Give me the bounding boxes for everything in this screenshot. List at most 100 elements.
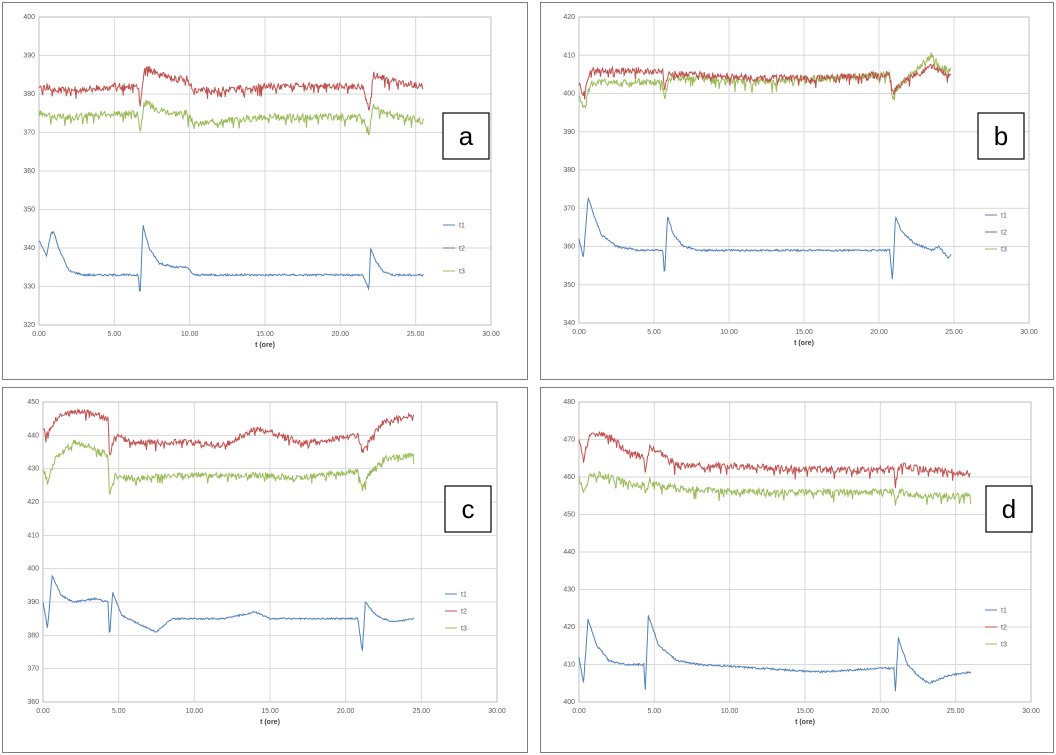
x-tick-label: 15.00 bbox=[261, 708, 279, 715]
series-line-t2 bbox=[42, 407, 415, 456]
chart-svg-a: 320 330 340 350 360 370 380 390 400 0.00 5.00 10.00… bbox=[23, 14, 500, 349]
panel-letter: d bbox=[1002, 494, 1016, 524]
y-tick-label: 380 bbox=[563, 167, 575, 174]
legend-label-t3: t3 bbox=[1001, 642, 1007, 649]
x-tick-label: 0.00 bbox=[36, 708, 50, 715]
chart-panel-a: 320 330 340 350 360 370 380 390 400 0.00 5.00 10.00… bbox=[2, 2, 528, 380]
y-tick-label: 460 bbox=[563, 474, 575, 481]
series-line-t3 bbox=[578, 52, 952, 110]
series-line-t2 bbox=[578, 63, 952, 100]
x-tick-label: 15.00 bbox=[795, 329, 813, 336]
x-tick-label: 30.00 bbox=[488, 708, 506, 715]
panel-letter: c bbox=[462, 494, 475, 524]
series-line-t3 bbox=[42, 439, 415, 496]
chart-svg-d: 400 410 420 430 440 450 460 470 480 0.00 5.00 10.00… bbox=[563, 399, 1040, 726]
y-tick-label: 400 bbox=[23, 14, 35, 21]
plot-area bbox=[38, 16, 492, 326]
y-tick-label: 470 bbox=[563, 437, 575, 444]
series-line-t3 bbox=[578, 471, 972, 506]
y-tick-label: 430 bbox=[563, 587, 575, 594]
y-tick-label: 330 bbox=[23, 284, 35, 291]
y-tick-label: 320 bbox=[23, 322, 35, 329]
y-tick-label: 450 bbox=[27, 399, 39, 406]
x-tick-label: 15.00 bbox=[256, 331, 274, 338]
x-tick-label: 20.00 bbox=[332, 331, 350, 338]
legend-label-t1: t1 bbox=[459, 223, 465, 230]
legend-label-t3: t3 bbox=[459, 269, 465, 276]
series-line-t2 bbox=[38, 65, 424, 111]
series-line-t1 bbox=[42, 575, 415, 651]
x-tick-label: 10.00 bbox=[186, 708, 204, 715]
x-tick-label: 25.00 bbox=[407, 331, 425, 338]
legend-label-t1: t1 bbox=[1001, 213, 1007, 220]
x-tick-label: 30.00 bbox=[1022, 708, 1040, 715]
x-tick-label: 30.00 bbox=[482, 331, 500, 338]
y-tick-label: 480 bbox=[563, 399, 575, 406]
y-tick-label: 370 bbox=[563, 205, 575, 212]
y-tick-label: 440 bbox=[563, 549, 575, 556]
x-tick-label: 15.00 bbox=[796, 708, 814, 715]
panel-letter-box bbox=[442, 112, 490, 160]
x-tick-label: 25.00 bbox=[945, 329, 963, 336]
panel-letter-box bbox=[985, 485, 1033, 533]
x-tick-label: 5.00 bbox=[112, 708, 126, 715]
series-line-t1 bbox=[578, 196, 952, 280]
x-tick-label: 20.00 bbox=[872, 708, 890, 715]
y-tick-label: 390 bbox=[563, 129, 575, 136]
y-tick-label: 440 bbox=[27, 432, 39, 439]
legend-label-t1: t1 bbox=[1001, 608, 1007, 615]
legend-label-t2: t2 bbox=[1001, 625, 1007, 632]
plot-area bbox=[578, 16, 1030, 324]
plot-area bbox=[578, 401, 1032, 703]
y-tick-label: 360 bbox=[27, 699, 39, 706]
panel-letter-box bbox=[444, 485, 492, 533]
x-tick-label: 20.00 bbox=[870, 329, 888, 336]
x-tick-label: 0.00 bbox=[32, 331, 46, 338]
panel-letter: b bbox=[994, 121, 1008, 151]
series-line-t3 bbox=[38, 99, 424, 136]
y-tick-label: 400 bbox=[563, 91, 575, 98]
y-tick-label: 410 bbox=[27, 532, 39, 539]
x-tick-label: 10.00 bbox=[721, 708, 739, 715]
chart-svg-c: 360 370 380 390 400 410 420 430 440 450 0.00 5.00 10… bbox=[27, 399, 506, 726]
y-tick-label: 420 bbox=[563, 624, 575, 631]
y-tick-label: 390 bbox=[23, 53, 35, 60]
plot-area bbox=[42, 401, 498, 703]
y-tick-label: 400 bbox=[27, 566, 39, 573]
x-tick-label: 25.00 bbox=[947, 708, 965, 715]
y-tick-label: 390 bbox=[27, 599, 39, 606]
chart-panel-d: 400 410 420 430 440 450 460 470 480 0.00 5.00 10.00… bbox=[540, 387, 1054, 753]
x-axis-label: t (ore) bbox=[795, 719, 815, 726]
x-tick-label: 5.00 bbox=[648, 708, 662, 715]
y-tick-label: 360 bbox=[23, 168, 35, 175]
chart-panel-b: 340 350 360 370 380 390 400 410 420 0.00 5.00 10.00… bbox=[540, 2, 1054, 380]
y-tick-label: 380 bbox=[23, 91, 35, 98]
x-tick-label: 0.00 bbox=[572, 329, 586, 336]
x-tick-label: 10.00 bbox=[720, 329, 738, 336]
x-tick-label: 5.00 bbox=[108, 331, 122, 338]
x-tick-label: 25.00 bbox=[413, 708, 431, 715]
x-tick-label: 20.00 bbox=[337, 708, 355, 715]
x-tick-label: 10.00 bbox=[181, 331, 199, 338]
series-line-t1 bbox=[38, 225, 424, 292]
x-tick-label: 30.00 bbox=[1020, 329, 1038, 336]
y-tick-label: 340 bbox=[563, 320, 575, 327]
y-tick-label: 350 bbox=[563, 282, 575, 289]
y-tick-label: 350 bbox=[23, 207, 35, 214]
chart-svg-b: 340 350 360 370 380 390 400 410 420 0.00 5.00 10.00… bbox=[563, 14, 1038, 347]
chart-panel-c: 360 370 380 390 400 410 420 430 440 450 0.00 5.00 10… bbox=[2, 387, 528, 753]
series-line-t1 bbox=[578, 615, 972, 692]
x-tick-label: 5.00 bbox=[647, 329, 661, 336]
legend-label-t2: t2 bbox=[1001, 230, 1007, 237]
legend-label-t2: t2 bbox=[461, 609, 467, 616]
y-tick-label: 420 bbox=[563, 14, 575, 21]
y-tick-label: 410 bbox=[563, 52, 575, 59]
y-tick-label: 370 bbox=[23, 130, 35, 137]
x-axis-label: t (ore) bbox=[260, 719, 280, 726]
y-tick-label: 370 bbox=[27, 666, 39, 673]
y-tick-label: 380 bbox=[27, 632, 39, 639]
legend-label-t2: t2 bbox=[459, 246, 465, 253]
legend-label-t1: t1 bbox=[461, 592, 467, 599]
legend-label-t3: t3 bbox=[461, 626, 467, 633]
panel-letter: a bbox=[459, 121, 474, 151]
